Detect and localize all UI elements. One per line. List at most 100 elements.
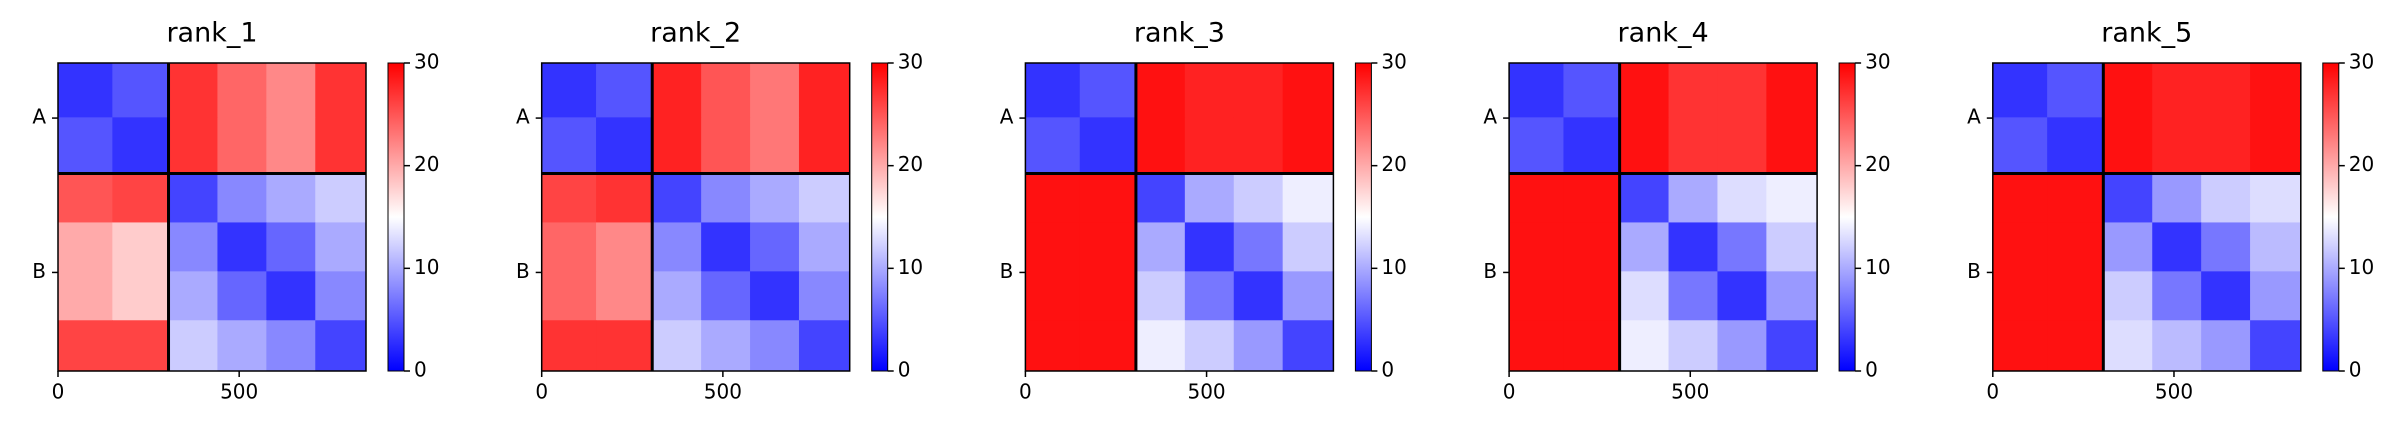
heatmap-cell	[1766, 173, 1818, 223]
heatmap-cell	[2152, 117, 2202, 175]
heatmap-cell	[1079, 173, 1137, 223]
x-tick-label: 500	[704, 380, 742, 404]
heatmap-cell	[596, 271, 653, 321]
y-tick-label: B	[32, 259, 46, 283]
heatmap-cell	[1619, 222, 1670, 272]
heatmap-cell	[1766, 117, 1818, 175]
chart-title: rank_2	[650, 18, 741, 49]
heatmap-cell	[266, 63, 316, 118]
heatmap-cell	[652, 320, 702, 372]
heatmap-cell	[1509, 320, 1564, 372]
heatmap-cell	[541, 271, 597, 321]
heatmap-cell	[112, 63, 170, 118]
plot-frame	[1024, 62, 1335, 372]
heatmap-cell	[1766, 320, 1818, 372]
heatmap-cell	[2103, 320, 2153, 372]
heatmap-cell	[168, 222, 218, 272]
heatmap-cell	[1282, 63, 1334, 118]
heatmap-cell	[701, 271, 751, 321]
heatmap-cell	[217, 320, 267, 372]
heatmap-cell	[2152, 271, 2202, 321]
heatmap-cell	[596, 320, 653, 372]
heatmap-cell	[1184, 117, 1235, 175]
heatmap-cell	[1619, 117, 1670, 175]
heatmap-cell	[1233, 320, 1284, 372]
heatmap-cell	[112, 320, 170, 372]
heatmap-cell	[1282, 222, 1334, 272]
heatmap-cell	[217, 173, 267, 223]
heatmap-cell	[750, 271, 800, 321]
heatmap-cell	[2250, 117, 2302, 175]
colorbar-tick-label: 10	[898, 255, 923, 279]
colorbar-tick-label: 10	[414, 255, 439, 279]
heatmap-cell	[1717, 222, 1767, 272]
heatmap-cell	[1025, 173, 1081, 223]
heatmap-cell	[266, 271, 316, 321]
heatmap-cell	[2152, 63, 2202, 118]
heatmap-cell	[1717, 63, 1767, 118]
heatmap-cell	[2103, 63, 2153, 118]
heatmap-cell	[168, 63, 218, 118]
heatmap-cell	[1563, 271, 1621, 321]
colorbar	[1354, 62, 1372, 372]
colorbar-tick-label: 10	[1865, 255, 1890, 279]
heatmap-cell	[652, 222, 702, 272]
colorbar-tick-label: 20	[2349, 152, 2374, 176]
heatmap-cell	[1717, 117, 1767, 175]
y-tick-label: A	[32, 105, 46, 129]
heatmap-cell	[750, 222, 800, 272]
colorbar-tick-label: 30	[2349, 50, 2374, 74]
heatmap-cell	[1079, 320, 1137, 372]
heatmap-cell	[58, 320, 113, 372]
y-tick-label: B	[516, 259, 530, 283]
heatmap-cell	[2250, 63, 2302, 118]
heatmap-cell	[266, 173, 316, 223]
heatmap-cell	[1563, 117, 1621, 175]
heatmap-cell	[1509, 222, 1564, 272]
colorbar-tick-label: 30	[414, 50, 439, 74]
y-tick-label: A	[516, 105, 530, 129]
heatmap-cell	[2250, 320, 2302, 372]
heatmap-cell	[2201, 173, 2251, 223]
x-tick-label: 0	[52, 380, 65, 404]
heatmap-cell	[1992, 117, 2048, 175]
heatmap-cell	[112, 173, 170, 223]
heatmap-cell	[1184, 173, 1235, 223]
heatmap-cell	[2047, 63, 2104, 118]
heatmap-cell	[1282, 117, 1334, 175]
y-tick-label: B	[1000, 259, 1014, 283]
heatmap-cell	[596, 117, 653, 175]
heatmap-cell	[1282, 173, 1334, 223]
colorbar-tick-label: 20	[1381, 152, 1406, 176]
heatmap-cell	[1717, 271, 1767, 321]
plot-frame	[1508, 62, 1818, 372]
chart-title: rank_5	[2101, 18, 2192, 49]
colorbar	[2322, 62, 2340, 372]
x-tick-label: 500	[220, 380, 258, 404]
heatmap-cell	[1668, 63, 1718, 118]
heatmap-cell	[1282, 271, 1334, 321]
heatmap-cell	[266, 222, 316, 272]
heatmap-cell	[541, 63, 597, 118]
heatmap-cell	[1079, 271, 1137, 321]
heatmap-cell	[1509, 173, 1564, 223]
colorbar	[871, 62, 889, 372]
heatmap-cell	[596, 63, 653, 118]
heatmap-cell	[58, 222, 113, 272]
heatmap-cell	[1233, 63, 1284, 118]
heatmap-cell	[1668, 117, 1718, 175]
heatmap-cell	[701, 117, 751, 175]
heatmap-cell	[1563, 63, 1621, 118]
heatmap-cell	[1135, 117, 1186, 175]
y-tick-label: A	[1483, 105, 1497, 129]
plot-frame	[540, 62, 851, 372]
heatmap-cell	[798, 63, 851, 118]
heatmap-cell	[1509, 117, 1564, 175]
heatmap-cell	[1668, 320, 1718, 372]
colorbar-tick-label: 20	[898, 152, 923, 176]
plot-frame	[57, 62, 367, 372]
heatmap-cell	[1184, 222, 1235, 272]
heatmap-cell	[1563, 173, 1621, 223]
heatmap-cell	[2047, 271, 2104, 321]
heatmap-cell	[58, 173, 113, 223]
